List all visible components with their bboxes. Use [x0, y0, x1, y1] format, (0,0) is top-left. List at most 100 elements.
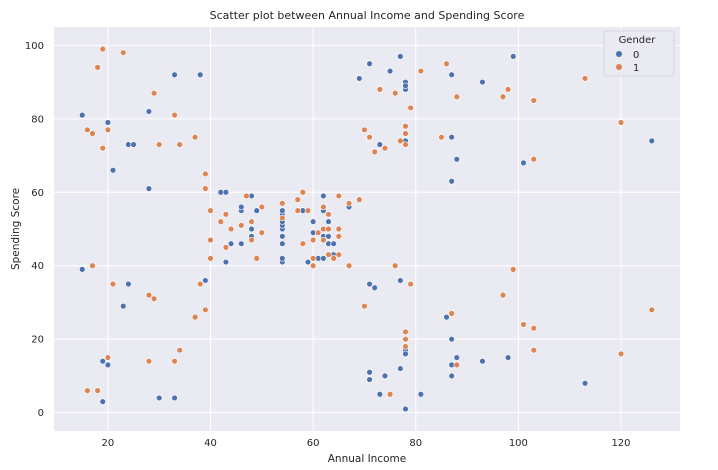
data-point-gender-1	[217, 218, 224, 225]
data-point-gender-0	[371, 284, 378, 291]
data-point-gender-0	[510, 53, 517, 60]
data-point-gender-1	[361, 126, 368, 134]
data-point-gender-1	[171, 111, 178, 119]
plot-background	[54, 27, 680, 431]
data-point-gender-0	[648, 137, 655, 145]
data-point-gender-1	[381, 145, 389, 152]
data-point-gender-0	[356, 75, 363, 82]
data-point-gender-1	[145, 358, 153, 365]
data-point-gender-0	[109, 167, 117, 174]
data-point-gender-0	[397, 277, 404, 284]
data-point-gender-1	[253, 255, 260, 262]
data-point-gender-1	[197, 280, 204, 288]
data-point-gender-1	[207, 236, 214, 244]
legend-marker-0	[616, 51, 622, 57]
data-point-gender-1	[279, 214, 286, 222]
x-tick-label: 20	[102, 438, 115, 449]
data-point-gender-1	[279, 200, 286, 207]
data-point-gender-1	[315, 229, 322, 236]
data-point-gender-0	[279, 255, 286, 262]
data-point-gender-1	[499, 291, 507, 299]
x-tick-label: 60	[307, 438, 320, 449]
data-point-gender-0	[520, 159, 527, 167]
data-point-gender-1	[402, 141, 409, 148]
data-point-gender-0	[386, 67, 394, 75]
data-point-gender-0	[453, 156, 460, 163]
y-tick-label: 60	[31, 188, 44, 199]
data-point-gender-1	[309, 255, 317, 262]
data-point-gender-0	[145, 185, 153, 192]
data-point-gender-1	[299, 240, 307, 247]
chart-title: Scatter plot between Annual Income and S…	[210, 9, 525, 22]
data-point-gender-1	[94, 64, 101, 71]
x-tick-label: 100	[509, 438, 528, 449]
data-point-gender-0	[325, 218, 332, 225]
data-point-gender-0	[104, 361, 112, 369]
data-point-gender-0	[504, 354, 512, 361]
data-point-gender-1	[176, 347, 183, 354]
data-point-gender-0	[248, 225, 255, 233]
data-point-gender-1	[402, 122, 409, 130]
data-point-gender-0	[381, 372, 389, 380]
data-point-gender-1	[176, 141, 183, 148]
data-point-gender-1	[191, 313, 199, 321]
data-point-gender-0	[366, 280, 373, 288]
data-point-gender-1	[94, 387, 101, 394]
data-point-gender-1	[202, 170, 209, 178]
data-point-gender-1	[320, 236, 327, 244]
data-point-gender-0	[402, 350, 409, 358]
y-tick-label: 100	[25, 41, 44, 52]
data-point-gender-1	[243, 192, 250, 200]
data-point-gender-1	[222, 244, 230, 251]
data-point-gender-1	[407, 280, 414, 288]
y-tick-label: 20	[31, 335, 44, 346]
data-point-gender-1	[438, 133, 445, 141]
x-tick-labels: 20 40 60 80 100 120	[102, 438, 631, 449]
data-point-gender-0	[222, 189, 230, 196]
data-point-gender-0	[402, 405, 409, 413]
data-point-gender-0	[402, 82, 409, 89]
data-point-gender-1	[617, 350, 625, 358]
data-point-gender-0	[448, 372, 455, 380]
data-point-gender-1	[84, 387, 91, 394]
data-point-gender-0	[99, 358, 106, 365]
data-point-gender-0	[238, 203, 245, 211]
data-point-gender-1	[191, 133, 199, 141]
data-point-gender-0	[448, 133, 455, 141]
data-point-gender-1	[407, 104, 414, 112]
data-point-gender-1	[345, 200, 353, 207]
data-point-gender-1	[402, 335, 409, 343]
data-point-gender-1	[99, 45, 106, 53]
data-point-gender-0	[320, 192, 327, 200]
data-point-gender-0	[155, 394, 163, 402]
data-point-gender-1	[402, 328, 409, 336]
data-point-gender-1	[104, 354, 112, 361]
data-point-gender-1	[238, 222, 245, 229]
data-point-gender-1	[366, 133, 373, 141]
data-point-gender-0	[376, 391, 384, 398]
data-point-gender-0	[104, 119, 112, 126]
data-point-gender-0	[197, 71, 204, 78]
x-axis-label: Annual Income	[328, 453, 406, 465]
legend-box	[603, 30, 675, 77]
data-point-gender-1	[309, 262, 317, 269]
data-point-gender-1	[207, 255, 214, 262]
data-point-gender-0	[238, 240, 245, 247]
data-point-gender-0	[279, 233, 286, 240]
y-tick-label: 0	[38, 408, 44, 419]
data-point-gender-0	[304, 258, 312, 266]
data-point-gender-1	[345, 262, 353, 269]
y-tick-label: 40	[31, 261, 44, 272]
data-point-gender-1	[520, 321, 527, 328]
data-point-gender-1	[294, 207, 301, 214]
data-point-gender-1	[104, 126, 112, 134]
data-point-gender-1	[453, 361, 460, 369]
grid-lines	[54, 27, 680, 431]
data-point-gender-0	[145, 108, 153, 115]
data-point-gender-1	[361, 302, 368, 310]
data-point-gender-1	[248, 236, 255, 244]
data-points	[79, 45, 655, 413]
data-point-gender-0	[417, 391, 425, 398]
data-point-gender-1	[581, 75, 589, 82]
